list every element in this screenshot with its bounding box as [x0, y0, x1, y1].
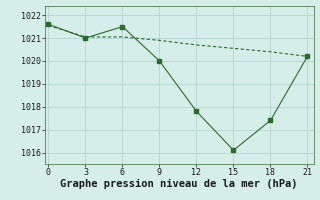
X-axis label: Graphe pression niveau de la mer (hPa): Graphe pression niveau de la mer (hPa) — [60, 179, 298, 189]
